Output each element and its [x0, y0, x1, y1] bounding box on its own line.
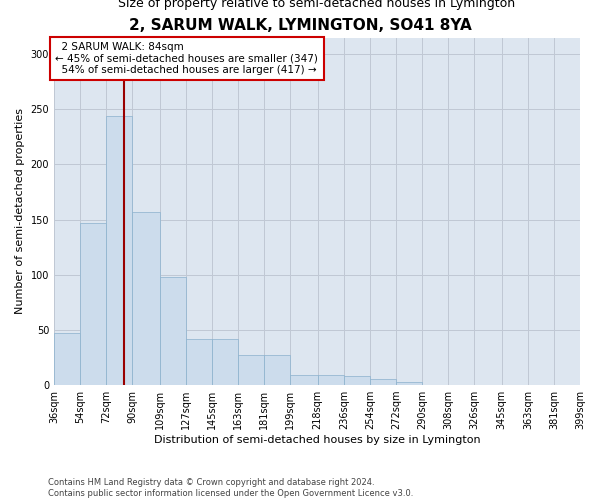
- Bar: [132, 212, 160, 385]
- Text: Contains HM Land Registry data © Crown copyright and database right 2024.
Contai: Contains HM Land Registry data © Crown c…: [48, 478, 413, 498]
- Bar: [80, 223, 106, 385]
- Bar: [290, 375, 318, 385]
- Bar: [160, 277, 186, 385]
- Bar: [344, 376, 370, 385]
- Bar: [54, 333, 80, 385]
- Bar: [238, 355, 264, 385]
- Bar: [212, 338, 238, 385]
- Bar: [370, 380, 396, 385]
- Bar: [106, 116, 132, 385]
- Text: 2 SARUM WALK: 84sqm  
← 45% of semi-detached houses are smaller (347)
  54% of s: 2 SARUM WALK: 84sqm ← 45% of semi-detach…: [55, 42, 319, 75]
- Y-axis label: Number of semi-detached properties: Number of semi-detached properties: [15, 108, 25, 314]
- Bar: [318, 375, 344, 385]
- Bar: [186, 338, 212, 385]
- Bar: [396, 382, 422, 385]
- Bar: [264, 355, 290, 385]
- X-axis label: Distribution of semi-detached houses by size in Lymington: Distribution of semi-detached houses by …: [154, 435, 481, 445]
- Text: 2, SARUM WALK, LYMINGTON, SO41 8YA: 2, SARUM WALK, LYMINGTON, SO41 8YA: [128, 18, 472, 32]
- Title: Size of property relative to semi-detached houses in Lymington: Size of property relative to semi-detach…: [118, 0, 515, 10]
